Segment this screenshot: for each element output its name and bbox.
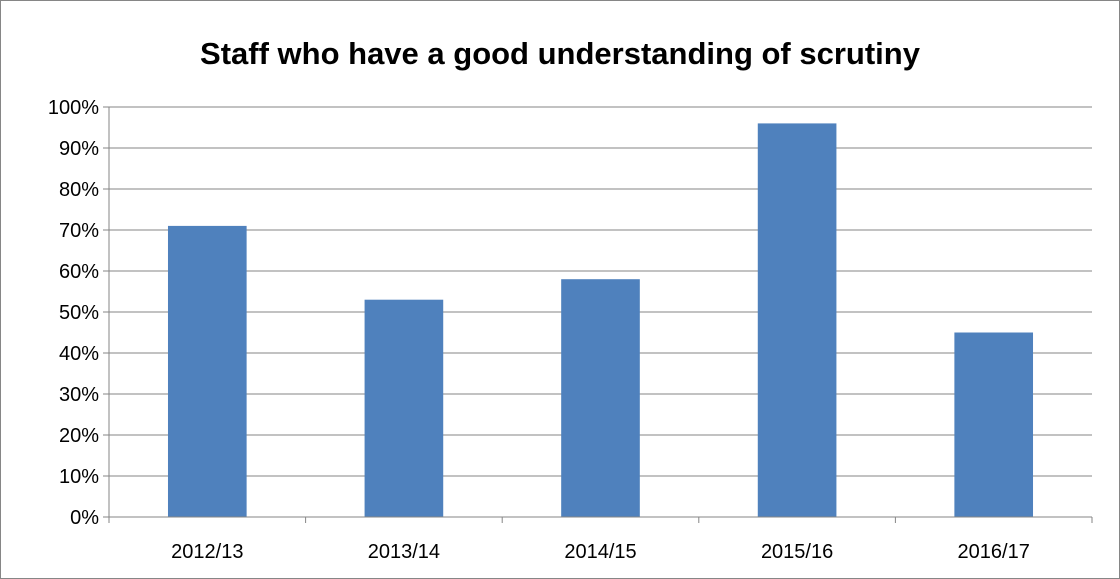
bar-2013-14 xyxy=(364,299,444,517)
axes xyxy=(103,106,1093,523)
x-tick-label: 2012/13 xyxy=(171,541,243,563)
x-axis-tick-labels: 2012/13 2013/14 2014/15 2015/16 2016/17 xyxy=(171,541,1030,563)
x-tick-label: 2013/14 xyxy=(368,541,440,563)
y-tick-label: 20% xyxy=(59,425,99,447)
bar-2012-13 xyxy=(167,225,247,517)
y-tick-label: 30% xyxy=(59,384,99,406)
y-tick-label: 10% xyxy=(59,466,99,488)
y-tick-label: 60% xyxy=(59,261,99,283)
y-tick-label: 40% xyxy=(59,343,99,365)
x-tick-label: 2016/17 xyxy=(958,541,1030,563)
y-axis-tick-labels: 0% 10% 20% 30% 40% 50% 60% 70% 80% 90% 100% xyxy=(48,97,99,529)
y-tick-label: 100% xyxy=(48,97,99,119)
y-tick-label: 70% xyxy=(59,220,99,242)
bars xyxy=(167,123,1034,518)
y-tick-label: 50% xyxy=(59,302,99,324)
chart-title: Staff who have a good understanding of s… xyxy=(200,36,921,71)
bar-2014-15 xyxy=(561,279,640,517)
x-tick-label: 2015/16 xyxy=(761,541,833,563)
x-tick-label: 2014/15 xyxy=(564,541,636,563)
y-tick-label: 90% xyxy=(59,138,99,160)
bar-2016-17 xyxy=(954,332,1034,517)
y-tick-label: 0% xyxy=(70,507,99,529)
y-tick-label: 80% xyxy=(59,179,99,201)
bar-2015-16 xyxy=(757,123,837,518)
